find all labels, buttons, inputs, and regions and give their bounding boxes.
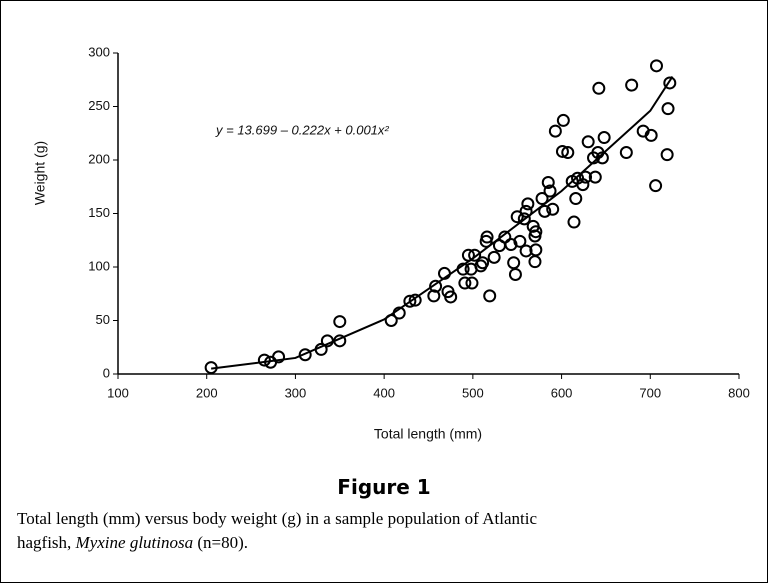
data-point	[384, 314, 398, 327]
data-point	[581, 135, 595, 149]
data-point	[437, 266, 451, 280]
data-point	[468, 248, 482, 262]
data-point	[508, 267, 522, 281]
caption-text: Total length (mm) versus body weight (g)…	[17, 509, 537, 552]
x-tick-label: 600	[551, 385, 573, 400]
y-tick-label: 150	[88, 205, 110, 220]
data-point	[427, 289, 441, 303]
data-point	[569, 192, 583, 206]
data-point	[507, 256, 521, 270]
data-point	[333, 315, 347, 329]
data-point	[546, 202, 560, 216]
data-point	[519, 204, 533, 218]
data-point	[595, 151, 609, 165]
data-point	[548, 124, 562, 138]
data-point	[567, 215, 581, 229]
caption-text: (n=80).	[193, 533, 249, 552]
y-tick-label: 250	[88, 98, 110, 113]
data-point	[272, 350, 286, 364]
data-point	[649, 179, 663, 193]
chart: Weight (g) Total length (mm) y = 13.699 …	[32, 44, 750, 442]
data-point	[519, 244, 533, 258]
data-point	[592, 81, 606, 95]
data-point	[619, 146, 633, 160]
data-point	[538, 204, 552, 218]
data-point	[663, 76, 677, 90]
data-point	[465, 276, 479, 290]
data-point	[408, 293, 422, 307]
data-point	[597, 131, 611, 145]
data-point	[521, 197, 535, 211]
data-point	[403, 294, 417, 308]
data-point	[556, 113, 570, 127]
x-tick-label: 500	[462, 385, 484, 400]
data-point	[528, 255, 542, 269]
data-point	[476, 256, 490, 270]
species-name: Myxine glutinosa	[75, 533, 194, 552]
y-axis-label: Weight (g)	[32, 141, 48, 205]
data-point	[513, 234, 527, 248]
data-point	[487, 250, 501, 264]
y-tick-label: 0	[103, 365, 110, 380]
y-tick-label: 300	[88, 44, 110, 59]
data-point	[461, 248, 475, 262]
data-point	[561, 146, 575, 160]
y-tick-label: 200	[88, 151, 110, 166]
y-tick-label: 50	[96, 312, 110, 327]
data-point	[588, 170, 602, 184]
data-point	[298, 348, 312, 362]
data-point	[444, 290, 458, 304]
data-point	[644, 128, 658, 142]
fit-curve	[211, 75, 674, 370]
data-point	[661, 102, 675, 116]
data-point	[458, 276, 472, 290]
data-point	[456, 262, 470, 276]
data-point	[480, 230, 494, 244]
x-tick-label: 300	[285, 385, 307, 400]
data-point	[649, 59, 663, 73]
data-point	[555, 144, 569, 158]
data-point	[257, 353, 271, 367]
caption: Total length (mm) versus body weight (g)…	[17, 507, 537, 555]
data-point	[625, 78, 639, 92]
data-point	[660, 148, 674, 162]
x-tick-label: 800	[728, 385, 750, 400]
data-point	[498, 230, 512, 244]
data-point	[529, 225, 543, 239]
data-point	[314, 342, 328, 356]
data-point	[543, 184, 557, 198]
data-point	[517, 212, 531, 226]
x-tick-label: 200	[196, 385, 218, 400]
x-tick-label: 400	[373, 385, 395, 400]
data-point	[392, 306, 406, 320]
data-point	[320, 334, 334, 348]
data-point	[429, 279, 443, 293]
data-point	[483, 289, 497, 303]
figure-title: Figure 1	[337, 475, 431, 499]
data-point	[541, 175, 555, 189]
y-tick-label: 100	[88, 258, 110, 273]
data-point	[204, 361, 218, 375]
x-tick-label: 100	[107, 385, 129, 400]
data-point	[576, 178, 590, 192]
data-point	[535, 192, 549, 206]
data-point	[579, 170, 593, 184]
x-tick-label: 700	[639, 385, 661, 400]
x-axis-label: Total length (mm)	[374, 426, 482, 442]
annotation: y = 13.699 – 0.222x + 0.001x²	[215, 122, 389, 137]
data-point	[333, 334, 347, 348]
